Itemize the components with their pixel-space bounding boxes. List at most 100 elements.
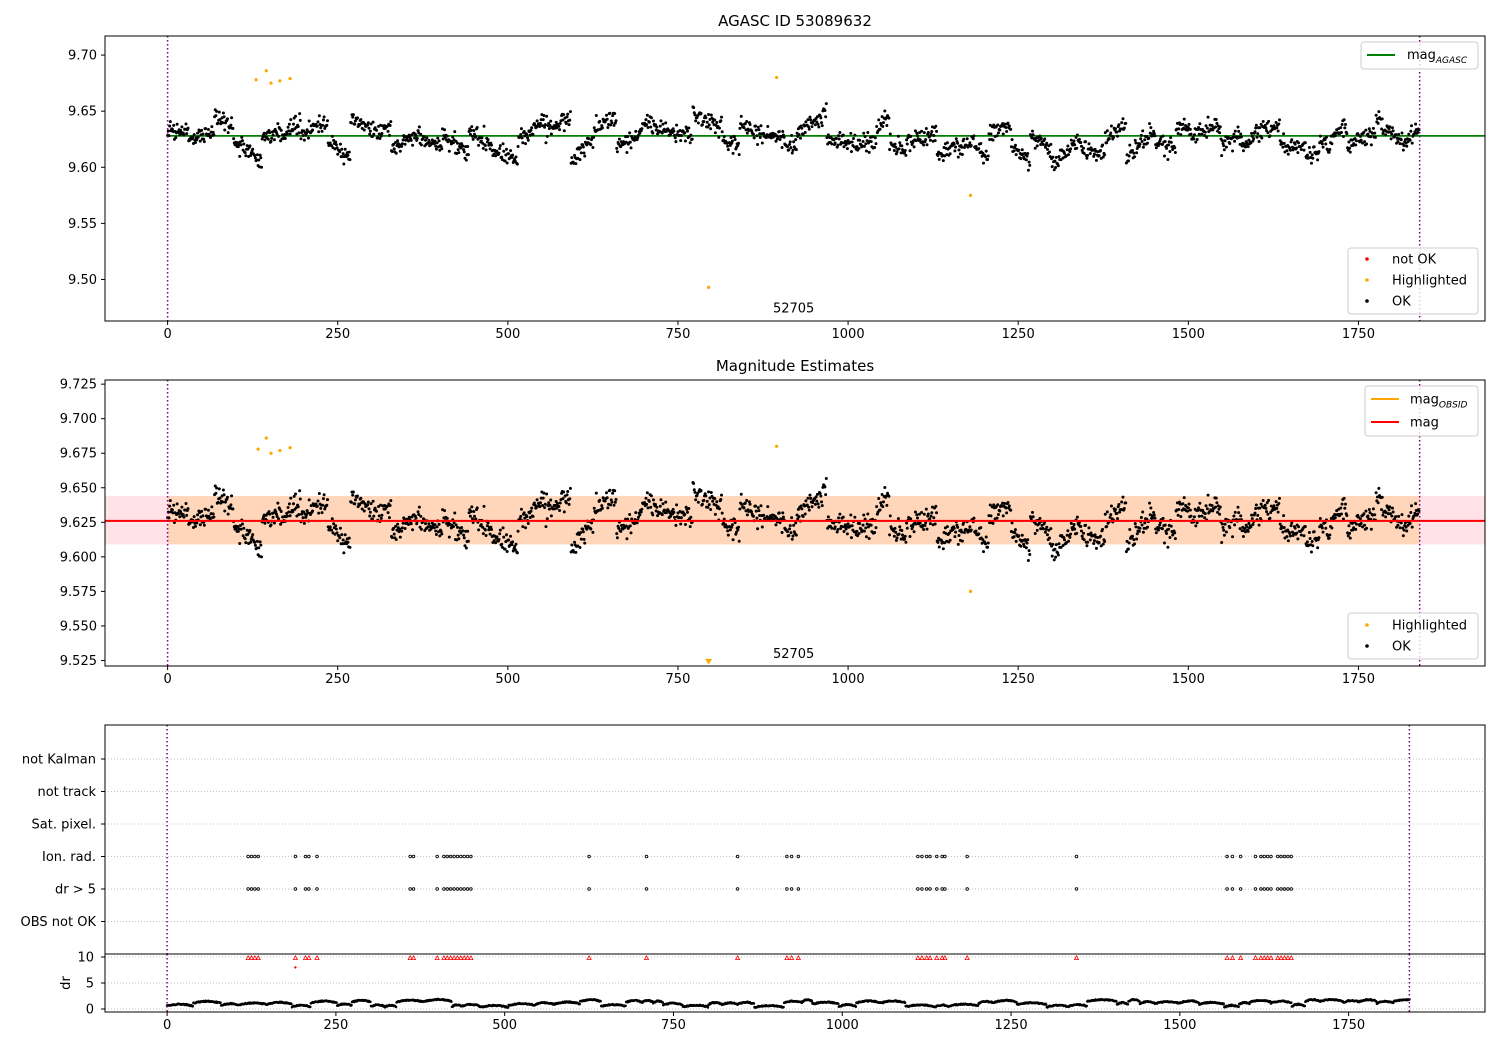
- ok-point: [483, 528, 487, 532]
- flag-marker: [1262, 887, 1266, 891]
- ok-point: [855, 529, 859, 533]
- ok-point: [611, 114, 615, 118]
- ok-point: [799, 124, 803, 128]
- ok-point: [1243, 530, 1247, 534]
- ok-point: [1133, 522, 1137, 526]
- ok-point: [692, 488, 696, 492]
- ok-point: [542, 114, 546, 118]
- ok-point: [1187, 502, 1191, 506]
- flag-marker: [920, 854, 924, 859]
- ok-point: [212, 133, 216, 137]
- ok-point: [1391, 129, 1395, 133]
- ok-point: [258, 540, 262, 544]
- p1-xtick-label: 750: [666, 672, 691, 687]
- flag-marker: [469, 854, 473, 859]
- ok-point: [1057, 155, 1061, 159]
- ok-point: [184, 501, 188, 505]
- ok-point: [730, 523, 734, 527]
- ok-point: [823, 485, 827, 489]
- ok-point: [646, 126, 650, 130]
- p1-xtick-label: 1500: [1172, 672, 1205, 687]
- ok-point: [319, 126, 323, 130]
- ok-point: [717, 135, 721, 139]
- ok-point: [1210, 503, 1214, 507]
- ok-point: [614, 119, 618, 123]
- ok-point: [1256, 513, 1260, 517]
- ok-point: [375, 128, 379, 132]
- ok-point: [1246, 145, 1250, 149]
- ok-point: [1272, 504, 1276, 508]
- ok-point: [1196, 508, 1200, 512]
- legend-bottom-box: [1347, 247, 1479, 315]
- ok-point: [1168, 150, 1172, 154]
- ok-point: [1286, 152, 1290, 156]
- ok-point: [739, 114, 743, 118]
- ok-point: [545, 517, 549, 521]
- ok-point: [210, 125, 214, 129]
- ok-point: [236, 525, 240, 529]
- flag-marker: [789, 854, 794, 859]
- ok-point: [1115, 511, 1119, 515]
- ok-point: [1404, 525, 1408, 529]
- ok-point: [291, 502, 295, 506]
- ok-point: [956, 141, 960, 145]
- ok-point: [751, 514, 755, 518]
- ok-point: [1396, 140, 1400, 144]
- ok-point: [1401, 534, 1405, 538]
- ok-point: [1165, 146, 1169, 150]
- ok-point: [400, 144, 404, 148]
- ok-point: [1254, 506, 1258, 510]
- ok-point: [1216, 510, 1220, 514]
- ok-point: [461, 144, 465, 148]
- ok-point: [186, 126, 190, 130]
- ok-point: [984, 149, 988, 153]
- ok-point: [659, 119, 663, 123]
- ok-point: [322, 115, 326, 119]
- ok-point: [1410, 504, 1414, 508]
- ok-point: [820, 500, 824, 504]
- ok-point: [925, 143, 929, 147]
- flag-row-label: not track: [37, 785, 96, 800]
- ok-point: [629, 146, 633, 150]
- ok-point: [790, 133, 794, 137]
- ok-point: [1205, 135, 1209, 139]
- ok-point: [291, 129, 295, 133]
- ok-point: [615, 150, 619, 154]
- ok-point: [924, 126, 928, 130]
- ok-point: [1114, 127, 1118, 131]
- ok-point: [425, 136, 429, 140]
- ok-point: [558, 122, 562, 126]
- ok-point: [1007, 124, 1011, 128]
- ok-point: [924, 521, 928, 525]
- ok-point: [603, 499, 607, 503]
- ok-point: [888, 514, 892, 518]
- ok-point: [176, 130, 180, 134]
- ok-point: [819, 494, 823, 498]
- ok-point: [798, 136, 802, 140]
- ok-point: [1077, 137, 1081, 141]
- ok-point: [216, 121, 220, 125]
- ok-point: [1261, 498, 1265, 502]
- ok-point: [501, 526, 505, 530]
- ok-point: [1222, 533, 1226, 537]
- ok-point: [434, 532, 438, 536]
- highlighted-point: [968, 193, 973, 197]
- ok-point: [903, 151, 907, 155]
- ok-point: [488, 532, 492, 536]
- p1-xtick-label: 0: [163, 672, 171, 687]
- ok-point: [974, 529, 978, 533]
- dr-point: [578, 1002, 581, 1006]
- ok-point: [1206, 493, 1210, 497]
- ok-point: [674, 140, 678, 144]
- ok-point: [427, 138, 431, 142]
- ok-point: [1277, 496, 1281, 500]
- ok-point: [1035, 528, 1039, 532]
- p0-ytick-label: 9.55: [68, 217, 97, 232]
- ok-point: [400, 142, 404, 146]
- flag-marker: [1276, 887, 1280, 891]
- ok-point: [986, 541, 990, 545]
- ok-point: [1233, 523, 1237, 527]
- ok-point: [1061, 543, 1065, 547]
- ok-point: [594, 114, 598, 118]
- ok-point: [1218, 505, 1222, 509]
